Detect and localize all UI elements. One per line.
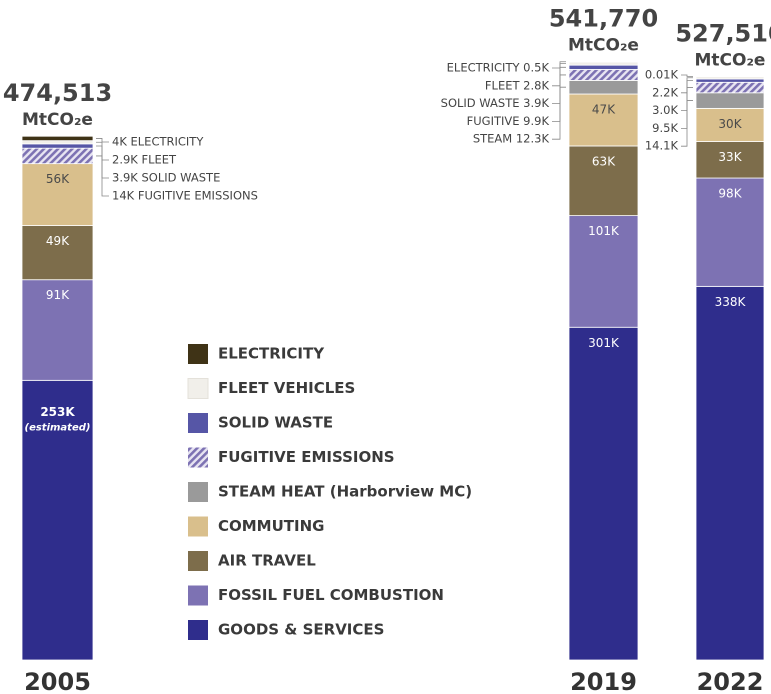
callout-label: 0.01K [645, 68, 679, 82]
bar-segment [21, 135, 94, 142]
callout-label: 14K FUGITIVE EMISSIONS [112, 189, 258, 203]
total-label: 527,510 [675, 20, 771, 48]
bar-segment [568, 80, 639, 95]
bar-segment [568, 64, 639, 70]
bar-segment [21, 279, 94, 381]
segment-label: 47K [592, 103, 616, 117]
bar-segment [695, 92, 765, 109]
callout-label: 14.1K [645, 139, 679, 153]
total-label: 541,770 [549, 5, 658, 33]
bar-segment [568, 93, 639, 147]
callout-label: FUGITIVE 9.9K [467, 114, 550, 128]
bar-segment [568, 61, 639, 66]
estimate-note: (estimated) [25, 422, 91, 433]
bar-segment [695, 81, 765, 94]
callout-line [681, 100, 693, 147]
callout-label: 9.5K [652, 121, 678, 135]
total-unit: MtCO₂e [568, 36, 639, 56]
callout-label: FLEET 2.8K [485, 78, 550, 92]
bar-segment [695, 285, 765, 661]
callout-label: 2.9K FLEET [112, 153, 177, 167]
bar-segment [695, 177, 765, 287]
legend-label: SOLID WASTE [218, 414, 333, 432]
legend-swatch [188, 516, 208, 537]
bar-segment [568, 145, 639, 217]
segment-label: 338K [715, 295, 747, 309]
legend-label: COMMUTING [218, 517, 324, 535]
total-unit: MtCO₂e [22, 110, 93, 130]
total-unit: MtCO₂e [695, 51, 766, 71]
segment-label: 33K [718, 150, 742, 164]
segment-label: 253K [40, 405, 75, 419]
total-label: 474,513 [3, 79, 112, 107]
bar-segment [568, 61, 639, 63]
bar-segment [695, 78, 765, 83]
legend-label: FOSSIL FUEL COMBUSTION [218, 586, 444, 604]
bar-segment [21, 143, 94, 149]
segment-label: 301K [588, 336, 620, 350]
x-tick-label: 2022 [697, 668, 764, 694]
callout-line [96, 155, 109, 197]
legend-swatch [188, 620, 208, 640]
legend-swatch [188, 344, 208, 364]
callout-label: SOLID WASTE 3.9K [441, 96, 550, 110]
legend-label: FLEET VEHICLES [218, 379, 355, 397]
x-tick-label: 2005 [24, 668, 91, 694]
x-tick-label: 2019 [570, 668, 637, 694]
callout-label: 3.0K [652, 103, 678, 117]
segment-label: 63K [592, 154, 616, 168]
legend-label: AIR TRAVEL [218, 552, 316, 570]
bar-segment [568, 326, 639, 661]
legend-swatch [188, 447, 208, 468]
bar-segment [21, 147, 94, 165]
segment-label: 30K [718, 117, 742, 131]
legend-label: ELECTRICITY [218, 345, 325, 363]
callout-line [96, 141, 109, 161]
callout-label: 3.9K SOLID WASTE [112, 171, 220, 185]
callout-label: STEAM 12.3K [473, 132, 550, 146]
callout-label: ELECTRICITY 0.5K [447, 61, 550, 75]
legend-swatch [188, 585, 208, 606]
callout-line [552, 86, 566, 140]
bar-segment [568, 69, 639, 81]
callout-line [96, 145, 109, 179]
bar-segment [21, 379, 94, 661]
segment-label: 56K [46, 172, 70, 186]
bar-segment [21, 163, 94, 226]
bar-segment [21, 140, 94, 145]
callout-line [681, 74, 693, 77]
segment-label: 101K [588, 224, 620, 238]
legend-swatch [188, 413, 208, 433]
legend-label: GOODS & SERVICES [218, 621, 384, 639]
legend-label: STEAM HEAT (Harborview MC) [218, 483, 472, 501]
segment-label: 49K [46, 234, 70, 248]
legend-swatch [188, 551, 208, 571]
legend-swatch [187, 378, 209, 399]
callout-label: 4K ELECTRICITY [112, 135, 204, 149]
callout-line [96, 138, 109, 143]
segment-label: 98K [718, 187, 742, 201]
legend-label: FUGITIVE EMISSIONS [218, 448, 395, 466]
segment-label: 91K [46, 288, 70, 302]
bar-segment [568, 215, 639, 328]
bar-segment [695, 141, 765, 179]
callout-line [552, 74, 566, 122]
legend-swatch [188, 482, 208, 502]
callout-label: 2.2K [652, 85, 678, 99]
